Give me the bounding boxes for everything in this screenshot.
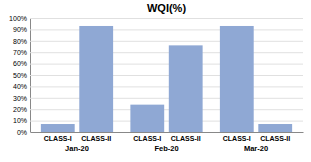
group-label: Feb-20 — [154, 144, 178, 153]
bar — [258, 124, 292, 132]
y-tick-label: 70% — [13, 49, 27, 56]
y-tick: 100% — [9, 15, 303, 22]
y-tick: 70% — [13, 49, 303, 56]
bar-group — [220, 26, 292, 132]
y-tick-label: 80% — [13, 38, 27, 45]
subgroup-label: CLASS-I — [44, 135, 72, 142]
x-tick: Jan-20 — [65, 132, 89, 153]
grid-line — [30, 109, 303, 110]
subgroup-label: CLASS-I — [223, 135, 251, 142]
title: WQI(%) — [147, 2, 186, 14]
bar — [41, 124, 75, 132]
grid-line — [30, 18, 303, 19]
y-tick-label: 30% — [13, 95, 27, 102]
chart: 0% 10% 20% 30% 40% 50% 60% 70% 80% 90% 100% CLASS-I… — [0, 0, 311, 162]
y-tick-label: 50% — [13, 72, 27, 79]
y-tick: 50% — [13, 72, 303, 79]
y-tick-label: 40% — [13, 83, 27, 90]
plot: 0% 10% 20% 30% 40% 50% 60% 70% 80% 90% 100% CLASS-I… — [9, 15, 303, 154]
y-tick: 30% — [13, 95, 303, 102]
grid-line — [30, 121, 303, 122]
bar — [130, 105, 164, 132]
grid-line — [30, 52, 303, 53]
y-tick-label: 10% — [13, 117, 27, 124]
grid-line — [30, 132, 303, 133]
y-tick-label: 90% — [13, 26, 27, 33]
subgroup-label: CLASS-II — [81, 135, 111, 142]
bar-group — [130, 45, 202, 132]
x-tick: Mar-20 — [244, 132, 268, 153]
subgroup-label: CLASS-II — [171, 135, 201, 142]
grid-line — [30, 98, 303, 99]
bars — [41, 26, 292, 132]
x-tick: Feb-20 — [154, 132, 178, 153]
y-tick: 40% — [13, 83, 303, 90]
y-tick: 90% — [13, 26, 303, 33]
bar — [169, 45, 203, 132]
x-axis: Jan-20 Feb-20 Mar-20 — [31, 132, 304, 153]
group-label: Mar-20 — [244, 144, 268, 153]
y-tick-label: 20% — [13, 106, 27, 113]
subgroup-label: CLASS-II — [260, 135, 290, 142]
grid-line — [30, 86, 303, 87]
y-axis: 0% 10% 20% 30% 40% 50% 60% 70% 80% 90% 100% — [9, 15, 303, 136]
bar — [220, 26, 254, 132]
grid-line — [30, 64, 303, 65]
group-label: Jan-20 — [65, 144, 89, 153]
grid-line — [30, 75, 303, 76]
y-tick-label: 100% — [9, 15, 27, 22]
bar — [79, 26, 113, 132]
y-tick-label: 60% — [13, 60, 27, 67]
grid-line — [30, 41, 303, 42]
subgroup-label: CLASS-I — [133, 135, 161, 142]
y-tick: 80% — [13, 38, 303, 45]
y-tick-label: 0% — [17, 129, 27, 136]
bar-group — [41, 26, 113, 132]
subgroup-labels: CLASS-I CLASS-II CLASS-I CLASS-II CLASS-I CLA… — [44, 135, 290, 142]
grid-line — [30, 29, 303, 30]
x-axis-line — [31, 132, 304, 133]
y-tick: 60% — [13, 60, 303, 67]
